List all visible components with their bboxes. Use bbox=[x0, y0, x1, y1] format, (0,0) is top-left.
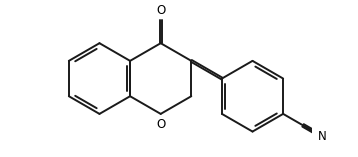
Text: O: O bbox=[156, 4, 165, 17]
Text: N: N bbox=[318, 130, 326, 143]
Text: O: O bbox=[156, 118, 165, 131]
